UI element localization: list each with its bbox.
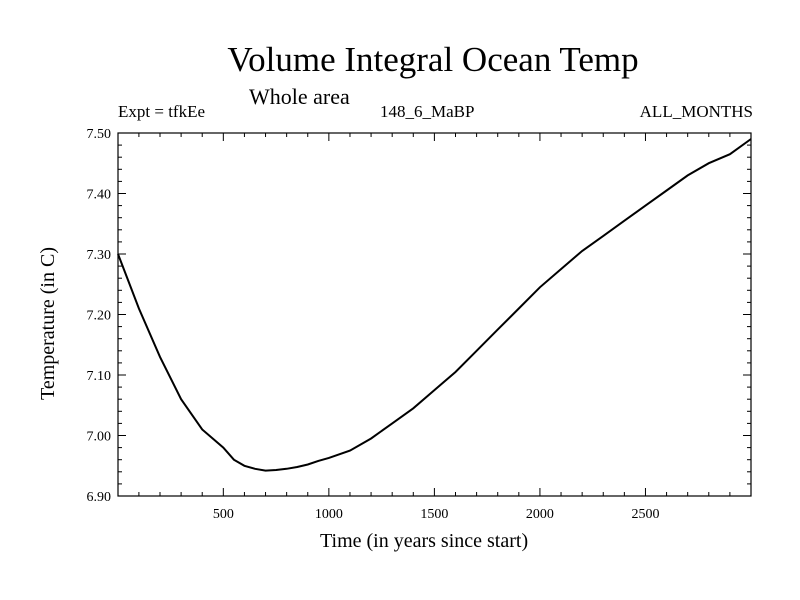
y-tick-label: 7.20 xyxy=(87,309,112,324)
x-tick-label: 2500 xyxy=(631,507,659,522)
y-tick-label: 7.10 xyxy=(87,369,112,384)
months-label: ALL_MONTHS xyxy=(639,102,753,121)
x-tick-label: 1000 xyxy=(315,507,343,522)
x-axis-label: Time (in years since start) xyxy=(320,530,529,552)
x-tick-label: 500 xyxy=(213,507,234,522)
axis-tick-labels: 500 1000 1500 2000 2500 6.90 7.00 7.10 7.20 7.30 7… xyxy=(87,127,660,522)
y-axis-label: Temperature (in C) xyxy=(37,247,59,400)
y-tick-label: 7.30 xyxy=(87,248,112,263)
run-label: 148_6_MaBP xyxy=(380,102,475,121)
y-tick-label: 7.00 xyxy=(87,430,112,445)
y-tick-label: 7.40 xyxy=(87,188,112,203)
plot-frame xyxy=(117,132,752,497)
chart-subtitle: Whole area xyxy=(249,84,350,109)
x-tick-label: 1500 xyxy=(420,507,448,522)
x-tick-label: 2000 xyxy=(526,507,554,522)
y-tick-label: 7.50 xyxy=(87,127,112,142)
chart-title: Volume Integral Ocean Temp xyxy=(227,40,639,79)
axis-ticks xyxy=(118,132,751,497)
series-line xyxy=(117,138,752,472)
y-tick-label: 6.90 xyxy=(87,490,112,505)
experiment-label: Expt = tfkEe xyxy=(118,102,206,121)
